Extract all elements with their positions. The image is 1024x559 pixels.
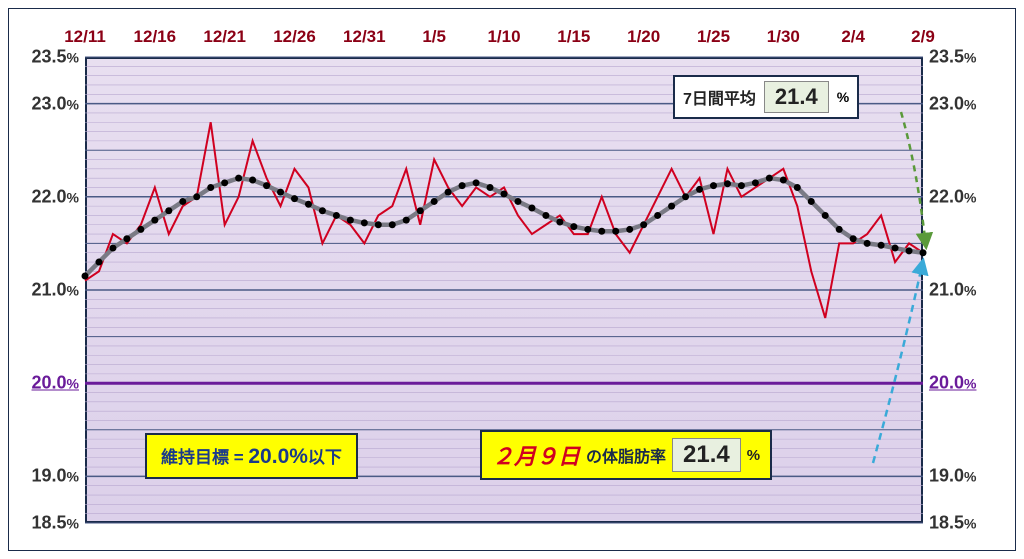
goal-prefix: 維持目標 = <box>161 448 248 467</box>
avg-value: 21.4 <box>764 81 829 113</box>
y-tick-left: 18.5% <box>32 513 80 534</box>
x-tick-label: 12/16 <box>134 27 177 47</box>
x-tick-label: 1/10 <box>487 27 520 47</box>
y-tick-right: 23.5% <box>929 47 977 68</box>
y-tick-left: 21.0% <box>32 280 80 301</box>
y-tick-left: 22.0% <box>32 186 80 207</box>
goal-box: 維持目標 = 20.0%以下 <box>145 433 358 479</box>
date-suffix: の体脂肪率 <box>586 443 666 467</box>
date-unit: % <box>747 447 760 464</box>
y-tick-right: 22.0% <box>929 186 977 207</box>
date-value: 21.4 <box>672 438 741 472</box>
x-tick-label: 1/15 <box>557 27 590 47</box>
seven-day-avg-box: 7日間平均 21.4 % <box>673 75 859 119</box>
y-tick-right: 23.0% <box>929 93 977 114</box>
x-tick-label: 1/30 <box>767 27 800 47</box>
x-tick-label: 2/4 <box>841 27 865 47</box>
y-tick-right: 18.5% <box>929 513 977 534</box>
y-target-left: 20.0% <box>32 373 80 394</box>
y-target-right: 20.0% <box>929 373 977 394</box>
date-label: ２月９日 <box>492 439 580 471</box>
x-tick-label: 12/31 <box>343 27 386 47</box>
date-value-box: ２月９日 の体脂肪率 21.4 % <box>480 430 772 480</box>
goal-value: 20.0% <box>248 445 308 468</box>
x-tick-label: 1/5 <box>422 27 446 47</box>
x-tick-label: 12/21 <box>203 27 246 47</box>
goal-suffix: 以下 <box>308 448 342 467</box>
x-tick-label: 12/11 <box>64 27 106 47</box>
y-tick-left: 23.0% <box>32 93 80 114</box>
avg-label: 7日間平均 <box>683 85 756 109</box>
x-tick-label: 2/9 <box>911 27 935 47</box>
x-tick-label: 12/26 <box>273 27 316 47</box>
x-tick-label: 1/20 <box>627 27 660 47</box>
y-tick-left: 23.5% <box>32 47 80 68</box>
y-tick-right: 19.0% <box>929 466 977 487</box>
avg-unit: % <box>837 89 849 105</box>
x-tick-label: 1/25 <box>697 27 730 47</box>
y-tick-left: 19.0% <box>32 466 80 487</box>
y-tick-right: 21.0% <box>929 280 977 301</box>
